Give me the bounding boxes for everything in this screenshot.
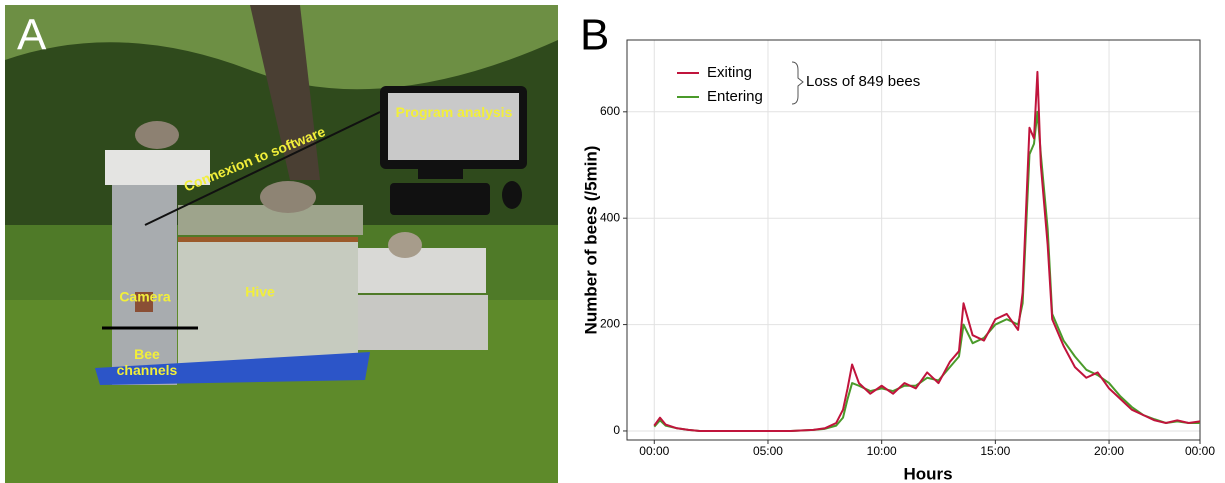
x-axis-title: Hours — [903, 464, 952, 483]
y-tick-label: 400 — [600, 210, 620, 224]
x-tick-label: 00:00 — [1185, 444, 1215, 458]
legend-label: Entering — [707, 88, 763, 105]
x-tick-label: 05:00 — [753, 444, 783, 458]
photo — [5, 5, 558, 483]
y-tick-label: 0 — [613, 423, 620, 437]
x-tick-label: 20:00 — [1094, 444, 1124, 458]
y-tick-label: 200 — [600, 317, 620, 331]
photo-label: Hive — [245, 284, 275, 300]
y-axis-title: Number of bees (/5min) — [581, 146, 600, 335]
photo-label-box: Bee channels — [116, 346, 178, 378]
bracket — [791, 61, 804, 105]
photo-label-box: Program analysis — [395, 104, 513, 120]
y-tick-label: 600 — [600, 104, 620, 118]
x-tick-label: 00:00 — [639, 444, 669, 458]
panel-label: B — [580, 11, 609, 60]
panel-label: A — [17, 11, 47, 60]
data-line — [653, 70, 1201, 432]
x-tick-label: 10:00 — [867, 444, 897, 458]
photo-label: Program analysis — [395, 104, 513, 120]
legend-label: Exiting — [707, 64, 752, 81]
photo-label: Camera — [119, 289, 171, 305]
plot-frame — [626, 39, 1201, 441]
photo-label: Bee channels — [116, 346, 178, 378]
annotation: Loss of 849 bees — [806, 73, 920, 90]
plot-area — [627, 40, 1200, 440]
x-tick-label: 15:00 — [980, 444, 1010, 458]
